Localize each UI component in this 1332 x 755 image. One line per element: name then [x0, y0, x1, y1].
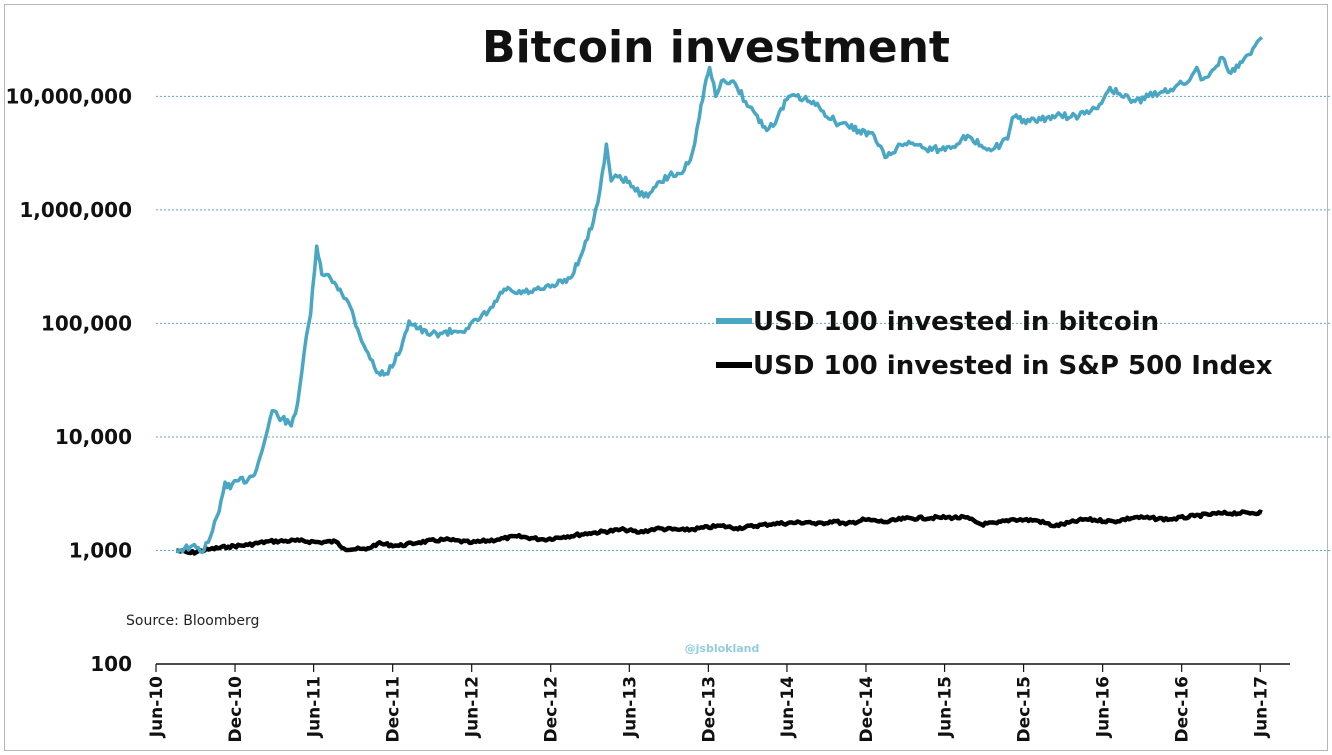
- legend: USD 100 invested in bitcoin USD 100 inves…: [716, 307, 1273, 381]
- x-tick-label: Dec-15: [1015, 676, 1035, 742]
- x-tick-label: Jun-15: [936, 676, 956, 738]
- sp500-line: [175, 509, 1263, 556]
- y-tick-label: 10,000: [55, 425, 132, 449]
- legend-label-0: USD 100 invested in bitcoin: [753, 307, 1159, 337]
- x-tick-label: Jun-14: [778, 676, 798, 738]
- y-tick-label: 100: [90, 652, 132, 676]
- x-axis: Jun-10 Dec-10 Jun-11 Dec-11 Jun-12 Dec-12 Jun-…: [147, 663, 1290, 743]
- x-tick-label: Jun-10: [147, 676, 167, 738]
- x-tick-label: Dec-12: [542, 676, 562, 742]
- y-tick-label: 1,000,000: [19, 198, 132, 222]
- y-axis-ticks: 100 1,000 10,000 100,000 1,000,000 10,000,000: [5, 84, 132, 676]
- x-tick-label: Dec-13: [699, 676, 719, 742]
- y-tick-label: 1,000: [69, 538, 132, 562]
- x-tick-label: Jun-13: [620, 676, 640, 738]
- bitcoin-line: [175, 36, 1264, 555]
- source-note: Source: Bloomberg: [126, 613, 259, 629]
- y-tick-label: 10,000,000: [5, 84, 132, 108]
- x-tick-label: Jun-12: [463, 676, 483, 738]
- chart-title: Bitcoin investment: [482, 22, 950, 73]
- x-tick-label: Dec-11: [384, 676, 404, 742]
- watermark: @jsblokland: [685, 642, 760, 655]
- x-tick-label: Dec-14: [857, 676, 877, 743]
- legend-label-1: USD 100 invested in S&P 500 Index: [753, 351, 1273, 381]
- x-tick-label: Dec-10: [226, 676, 246, 743]
- chart-frame: [4, 4, 1328, 751]
- x-tick-label: Dec-16: [1173, 676, 1193, 742]
- x-tick-label: Jun-16: [1094, 676, 1114, 738]
- x-tick-label: Jun-17: [1251, 676, 1271, 738]
- y-tick-label: 100,000: [41, 311, 132, 335]
- x-tick-label: Jun-11: [305, 676, 325, 738]
- series-lines: [175, 36, 1264, 556]
